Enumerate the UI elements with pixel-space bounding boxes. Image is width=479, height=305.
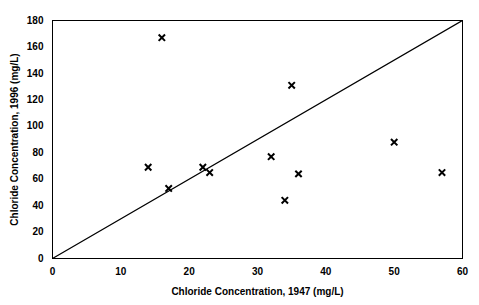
svg-text:120: 120: [27, 94, 44, 105]
svg-text:Chloride Concentration, 1996 (: Chloride Concentration, 1996 (mg/L): [9, 53, 20, 225]
svg-text:180: 180: [27, 15, 44, 26]
svg-text:140: 140: [27, 68, 44, 79]
svg-text:10: 10: [115, 266, 127, 277]
svg-text:40: 40: [32, 200, 44, 211]
svg-text:100: 100: [27, 120, 44, 131]
svg-text:0: 0: [50, 266, 56, 277]
svg-text:60: 60: [457, 266, 469, 277]
svg-text:0: 0: [38, 253, 44, 264]
svg-text:20: 20: [32, 226, 44, 237]
svg-text:Chloride Concentration, 1947 (: Chloride Concentration, 1947 (mg/L): [171, 286, 343, 297]
svg-text:80: 80: [32, 147, 44, 158]
svg-text:60: 60: [32, 173, 44, 184]
svg-text:20: 20: [184, 266, 196, 277]
svg-text:30: 30: [252, 266, 264, 277]
svg-text:40: 40: [320, 266, 332, 277]
svg-text:160: 160: [27, 41, 44, 52]
svg-text:50: 50: [389, 266, 401, 277]
